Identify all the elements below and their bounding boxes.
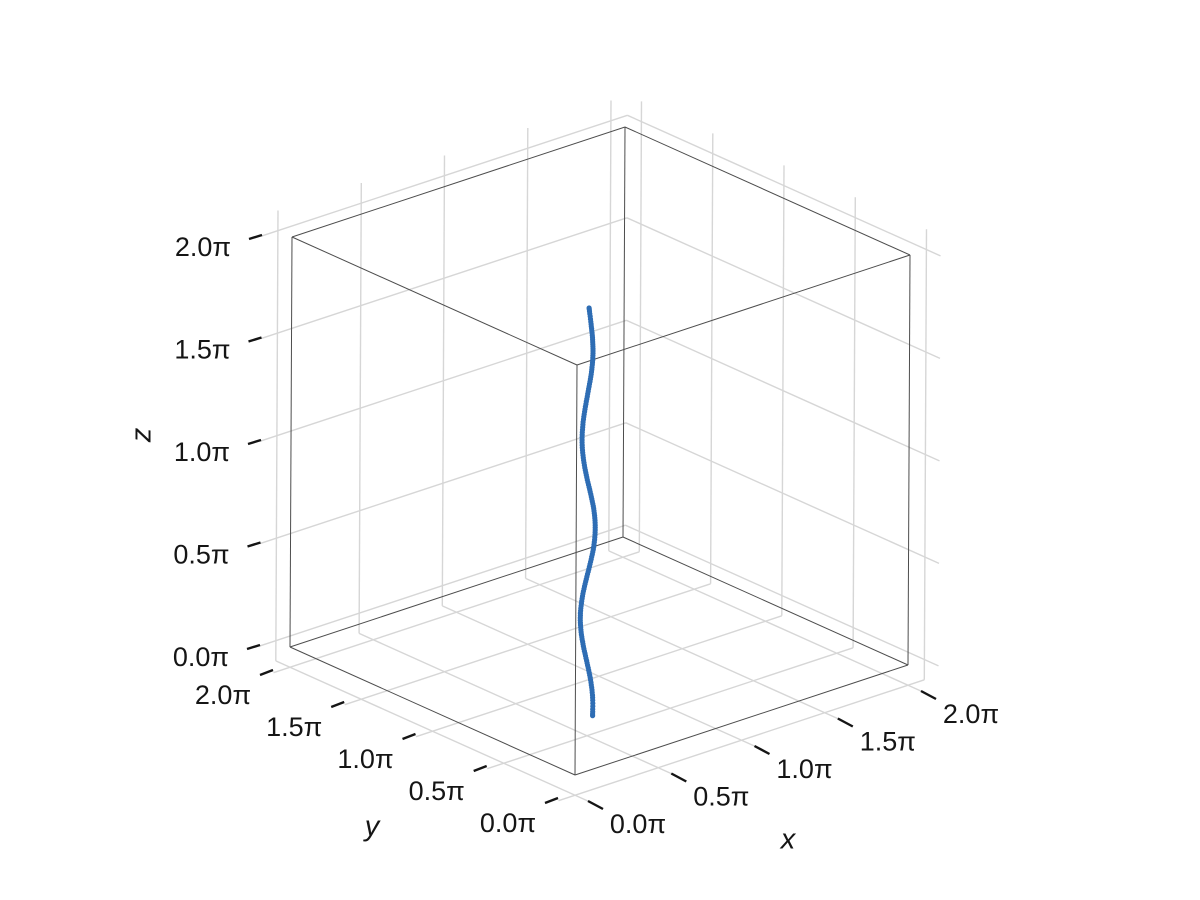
gridline-x-floor [525, 577, 839, 720]
gridline-x-floor [608, 550, 923, 693]
y-tick-label: 0.0π [480, 808, 536, 838]
scatter-series [577, 305, 598, 719]
y-tick-label: 1.5π [266, 712, 322, 742]
x-tick-mark [587, 799, 604, 811]
frame-edge [624, 126, 911, 256]
y-tick-mark [473, 764, 488, 773]
z-tick-mark [247, 541, 261, 548]
gridline-z-leftpane [260, 217, 628, 340]
grid-layer [259, 100, 941, 803]
gridline-x-leftpane [608, 100, 612, 551]
y-tick-mark [544, 796, 559, 805]
gridline-y-floor [344, 583, 711, 706]
z-tick-label: 1.5π [174, 335, 230, 365]
frame-edge [622, 126, 626, 538]
axes-frame [289, 126, 911, 776]
gridline-y-floor [273, 551, 640, 674]
tick-labels: 0.0π 0.5π 1.0π 1.5π 2.0π 0.0π 0.5π 1.0π 1.5π 2.0π… [173, 232, 999, 839]
z-tick-label: 2.0π [175, 232, 231, 262]
frame-edge [289, 236, 293, 648]
y-tick-mark [402, 732, 416, 741]
gridline-x-leftpane [524, 127, 529, 579]
gridline-y-floor [415, 615, 783, 738]
x-tick-mark [920, 689, 937, 701]
z-axis-label: z [126, 427, 158, 443]
tick-marks [246, 233, 937, 811]
frame-edge [622, 536, 909, 666]
y-axis-label: y [363, 811, 381, 843]
z-tick-label: 1.0π [174, 437, 230, 467]
frame-edge [289, 646, 576, 776]
x-tick-mark [837, 717, 854, 728]
y-tick-mark [330, 700, 345, 709]
z-tick-label: 0.0π [173, 642, 229, 672]
gridline-y-rightpane [638, 101, 643, 552]
y-tick-label: 2.0π [195, 680, 251, 710]
data-point [586, 305, 592, 311]
gridline-z-leftpane [260, 319, 627, 442]
x-tick-label: 1.0π [776, 754, 832, 784]
frame-edge [291, 126, 626, 238]
frame-edge [576, 254, 911, 366]
x-axis-label: x [779, 824, 797, 856]
x-tick-mark [753, 744, 771, 756]
x-tick-label: 1.5π [860, 727, 916, 757]
frame-edge [574, 664, 909, 776]
y-tick-label: 0.5π [409, 776, 465, 806]
x-tick-mark [670, 772, 687, 783]
gridline-z-rightpane [627, 114, 941, 257]
gridline-y-rightpane [709, 133, 714, 584]
x-tick-label: 0.0π [610, 809, 666, 839]
z-tick-label: 0.5π [173, 540, 229, 570]
z-tick-mark [248, 336, 262, 343]
axis-name-labels: x y z [126, 427, 797, 855]
y-tick-mark [259, 668, 274, 677]
gridline-z-leftpane [261, 114, 628, 237]
x-tick-label: 2.0π [943, 699, 999, 729]
frame-edge [574, 364, 578, 776]
y-tick-label: 1.0π [337, 744, 393, 774]
frame-edge [289, 536, 624, 648]
gridline-z-rightpane [626, 217, 941, 360]
z-tick-mark [248, 233, 263, 241]
z-tick-mark [247, 438, 262, 446]
frame-edge [907, 254, 911, 666]
gridline-z-rightpane [626, 319, 940, 462]
x-tick-label: 0.5π [693, 782, 749, 812]
z-tick-mark [246, 643, 261, 651]
frame-edge [291, 236, 578, 366]
